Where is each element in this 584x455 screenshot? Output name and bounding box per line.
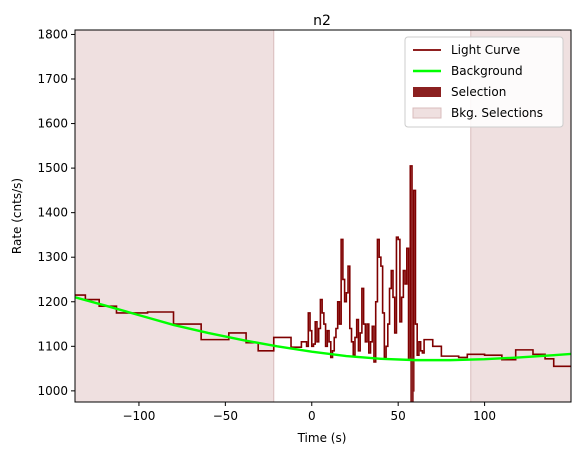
bkg-selection-span-1 [75,30,275,402]
selection-fill [410,357,414,402]
legend-label-1: Light Curve [451,43,520,57]
x-tick-label: 50 [391,409,406,423]
y-axis-label: Rate (cnts/s) [10,178,24,254]
x-tick-label: −50 [213,409,238,423]
legend-swatch-4 [412,107,442,119]
legend-box [404,36,564,128]
y-tick-label: 1100 [37,339,68,353]
y-tick-label: 1600 [37,117,68,131]
y-tick-label: 1000 [37,384,68,398]
legend-label-3: Selection [451,85,506,99]
legend-label-2: Background [451,64,523,78]
y-tick-label: 1700 [37,72,68,86]
plot-frame [74,29,572,403]
legend: Light Curve Background Selection Bkg. Selec… [404,36,564,128]
y-tick-label: 1800 [37,27,68,41]
x-axis-label: Time (s) [297,431,347,445]
x-tick-label: 100 [473,409,496,423]
y-tick-label: 1200 [37,295,68,309]
plot-area: −100 −50 0 50 100 1000 1100 1200 1300 1400 1500 160… [37,27,572,423]
x-tick-label: 0 [308,409,316,423]
light-curve-line [75,165,571,392]
legend-label-4: Bkg. Selections [451,106,543,120]
chart-title: n2 [313,13,331,29]
y-tick-label: 1400 [37,206,68,220]
x-tick-label: −100 [122,409,155,423]
legend-swatch-3 [413,87,441,97]
y-tick-label: 1300 [37,250,68,264]
background-curve [75,296,571,362]
y-tick-label: 1500 [37,161,68,175]
